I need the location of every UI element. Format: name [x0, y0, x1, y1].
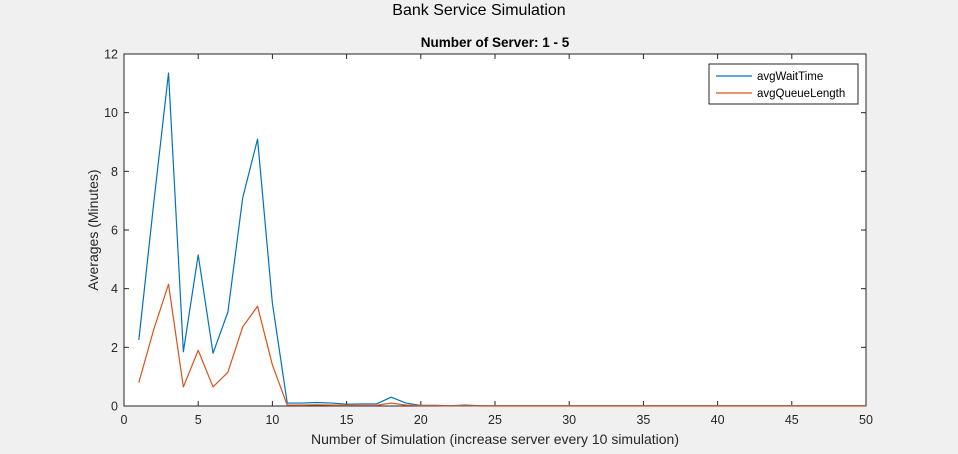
- y-tick-label: 0: [111, 400, 118, 414]
- x-tick-label: 10: [265, 413, 279, 427]
- legend-label-avgQueueLength: avgQueueLength: [757, 88, 845, 100]
- y-tick-label: 6: [111, 224, 118, 238]
- y-axis-label: Averages (Minutes): [85, 169, 101, 290]
- y-tick-label: 4: [111, 282, 118, 296]
- plot-area: [123, 53, 867, 407]
- x-tick-label: 45: [785, 413, 799, 427]
- y-tick-label: 10: [104, 106, 118, 120]
- x-tick-label: 35: [636, 413, 650, 427]
- axes-title: Number of Server: 1 - 5: [421, 35, 570, 50]
- x-tick-label: 20: [414, 413, 428, 427]
- legend: avgWaitTime avgQueueLength: [708, 63, 859, 105]
- x-tick-label: 0: [121, 413, 128, 427]
- x-tick-label: 25: [488, 413, 502, 427]
- x-tick-label: 15: [340, 413, 354, 427]
- y-tick-label: 8: [111, 165, 118, 179]
- x-tick-label: 5: [195, 413, 202, 427]
- x-tick-label: 40: [711, 413, 725, 427]
- x-tick-label: 50: [859, 413, 873, 427]
- x-tick-label: 30: [562, 413, 576, 427]
- y-tick-label: 2: [111, 341, 118, 355]
- legend-label-avgWaitTime: avgWaitTime: [757, 71, 823, 83]
- legend-box: [708, 63, 859, 105]
- y-tick-label: 12: [104, 48, 118, 62]
- x-axis-label: Number of Simulation (increase server ev…: [311, 431, 679, 447]
- series-line-avgQueueLength: [138, 283, 866, 407]
- figure-title: Bank Service Simulation: [392, 2, 566, 19]
